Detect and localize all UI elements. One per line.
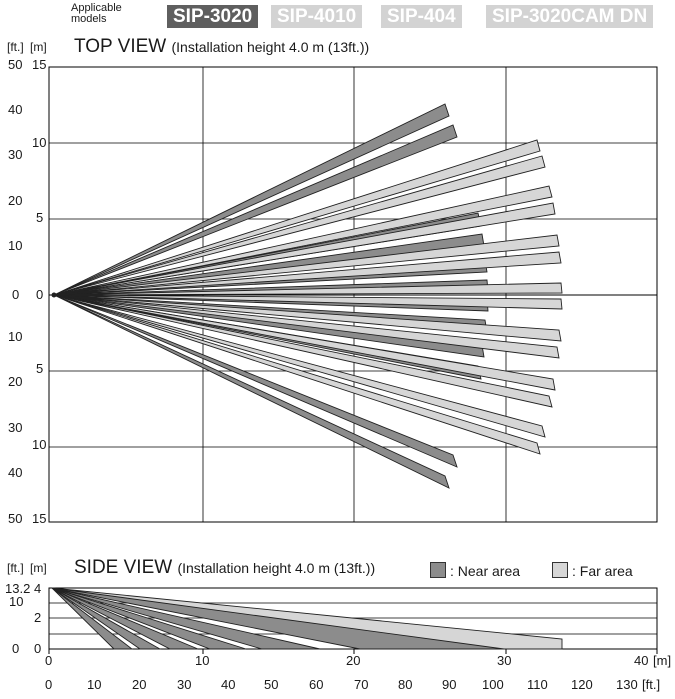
top-view-beams <box>53 103 563 489</box>
side-view-beams <box>51 587 563 650</box>
side-y-ft-10: 10 <box>9 594 24 609</box>
side-x-m-30: 30 <box>497 653 512 668</box>
model-badge-sip-404: SIP-404 <box>381 5 462 28</box>
side-x-ft-unit: [ft.] <box>642 677 661 692</box>
top-y-ft-40-top: 40 <box>8 102 23 117</box>
top-y-ft-20-top: 20 <box>8 193 23 208</box>
top-y-ft-20-bottom: 20 <box>8 374 23 389</box>
far-beam-7 <box>53 282 563 296</box>
legend-far-swatch <box>552 562 568 578</box>
top-view-unit-ft: [ft.] <box>7 40 24 54</box>
side-x-ft-20: 20 <box>132 677 147 692</box>
side-near-beam-6 <box>51 587 134 650</box>
top-y-m-15-bottom: 15 <box>32 511 47 526</box>
side-x-ft-90: 90 <box>442 677 457 692</box>
side-y-m-2: 2 <box>34 610 42 625</box>
top-y-ft-10-bottom: 10 <box>8 329 23 344</box>
far-beam-11 <box>53 294 556 391</box>
far-beam-4 <box>53 202 556 296</box>
legend-far: : Far area <box>552 562 633 579</box>
top-y-ft-0: 0 <box>12 287 20 302</box>
legend-near-swatch <box>430 562 446 578</box>
side-x-ft-80: 80 <box>398 677 413 692</box>
side-view-title-text: SIDE VIEW <box>74 557 173 578</box>
side-y-m-0: 0 <box>34 641 42 656</box>
applicable-line2: models <box>71 13 107 25</box>
side-near-beam-5 <box>51 587 162 650</box>
far-beam-2 <box>53 155 546 296</box>
side-view-subtitle: (Installation height 4.0 m (13ft.)) <box>177 560 376 576</box>
side-x-ft-130: 130 <box>616 677 638 692</box>
top-y-m-5-top: 5 <box>36 210 44 225</box>
side-x-ft-30: 30 <box>177 677 192 692</box>
far-beam-10 <box>53 294 560 359</box>
top-y-m-15-top: 15 <box>32 57 47 72</box>
side-near-beam-2 <box>51 587 321 650</box>
side-view-title: SIDE VIEW (Installation height 4.0 m (13… <box>74 557 375 579</box>
far-beam-9 <box>53 294 562 342</box>
near-beam-11 <box>53 294 458 468</box>
side-y-ft-0: 0 <box>12 641 20 656</box>
side-x-ft-40: 40 <box>221 677 236 692</box>
top-y-ft-30-top: 30 <box>8 147 23 162</box>
applicable-line1: Applicable <box>71 2 122 14</box>
far-beam-1 <box>53 139 541 296</box>
top-y-m-10-bottom: 10 <box>32 437 47 452</box>
near-beam-1 <box>53 103 450 296</box>
near-beam-2 <box>53 124 458 296</box>
side-x-ticks <box>48 649 658 654</box>
side-x-m-unit: [m] <box>653 653 672 668</box>
far-beam-5 <box>53 234 560 296</box>
side-view-unit-m: [m] <box>30 561 47 575</box>
applicable-models-label: Applicable models <box>71 3 122 25</box>
side-x-ft-60: 60 <box>309 677 324 692</box>
top-y-ft-30-bottom: 30 <box>8 420 23 435</box>
top-view-unit-m: [m] <box>30 40 47 54</box>
top-y-ft-10-top: 10 <box>8 238 23 253</box>
far-beam-13 <box>53 294 546 438</box>
side-x-ft-10: 10 <box>87 677 102 692</box>
near-beam-12 <box>53 294 450 489</box>
sensor-origin-dot <box>51 292 57 298</box>
far-beam-3 <box>53 185 553 296</box>
side-x-ft-0: 0 <box>45 677 53 692</box>
model-badge-sip-3020cam-dn: SIP-3020CAM DN <box>486 5 654 28</box>
side-y-ft-13-2: 13.2 <box>5 581 31 596</box>
top-y-ft-40-bottom: 40 <box>8 465 23 480</box>
far-beam-6 <box>53 251 562 296</box>
far-beam-8 <box>53 294 563 310</box>
top-view-subtitle: (Installation height 4.0 m (13ft.)) <box>171 39 370 55</box>
side-x-m-0: 0 <box>45 653 53 668</box>
far-beam-12 <box>53 294 553 408</box>
side-near-beam-4 <box>51 587 199 650</box>
top-y-m-5-bottom: 5 <box>36 361 44 376</box>
side-x-ft-120: 120 <box>571 677 593 692</box>
side-x-ft-70: 70 <box>354 677 369 692</box>
top-y-ft-50-top: 50 <box>8 57 23 72</box>
side-view-unit-ft: [ft.] <box>7 561 24 575</box>
side-x-ft-110: 110 <box>527 677 548 692</box>
side-y-m-4: 4 <box>34 581 42 596</box>
top-y-ft-50-bottom: 50 <box>8 511 23 526</box>
top-y-m-10-top: 10 <box>32 135 47 150</box>
top-view-title-text: TOP VIEW <box>74 36 167 57</box>
legend-near: : Near area <box>430 562 520 579</box>
top-view-title: TOP VIEW (Installation height 4.0 m (13f… <box>74 36 369 58</box>
model-badge-sip-3020: SIP-3020 <box>167 5 259 28</box>
far-beam-14 <box>53 294 541 455</box>
side-x-m-20: 20 <box>346 653 361 668</box>
top-y-m-0: 0 <box>36 287 44 302</box>
side-x-m-40: 40 <box>634 653 649 668</box>
side-x-ft-50: 50 <box>264 677 279 692</box>
side-near-beam-3 <box>51 587 247 650</box>
side-x-ft-100: 100 <box>482 677 504 692</box>
model-badge-sip-4010: SIP-4010 <box>271 5 363 28</box>
legend-far-label: : Far area <box>572 563 633 579</box>
legend-near-label: : Near area <box>450 563 521 579</box>
side-x-m-10: 10 <box>195 653 210 668</box>
side-far-beam-1 <box>51 587 563 650</box>
